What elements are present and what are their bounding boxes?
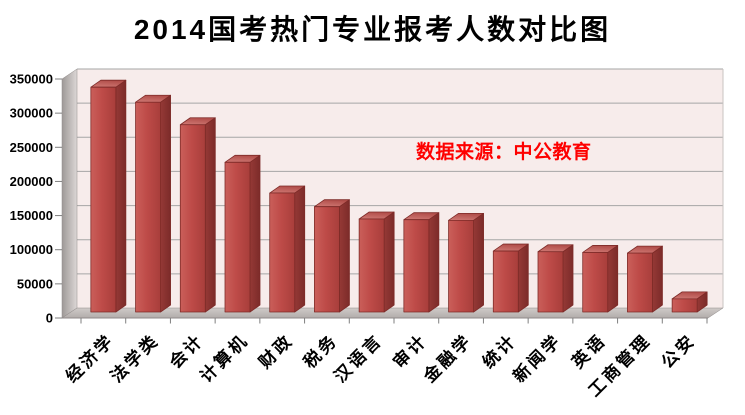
y-tick-label: 250000 (10, 140, 53, 155)
bar-side-face (249, 154, 261, 313)
bar-side-face (473, 212, 484, 313)
y-tick-label: 150000 (10, 208, 53, 223)
bar-front-face (403, 219, 430, 313)
bar-side-face (294, 185, 306, 313)
y-tick-label: 300000 (10, 106, 53, 121)
bar-side-face (517, 243, 529, 313)
x-axis-label: 计算机 (196, 330, 253, 387)
x-axis-label: 财政 (254, 330, 297, 373)
bar-side-face (115, 79, 127, 313)
bar-front-face (671, 298, 698, 313)
bar-side-face (428, 212, 440, 313)
bar-front-face (582, 252, 609, 313)
bar-front-face (179, 124, 206, 313)
x-axis-label: 经济学 (62, 330, 119, 387)
bar-side-face (383, 211, 395, 313)
back-wall (77, 69, 723, 308)
bar-front-face (448, 219, 474, 313)
bar-front-face (314, 206, 340, 313)
y-tick-label: 200000 (10, 174, 53, 189)
bar-side-face (339, 199, 350, 313)
x-axis-label: 汉语言 (330, 330, 387, 387)
x-axis-label: 公安 (657, 330, 699, 372)
y-tick-label: 0 (46, 311, 53, 326)
bar-side-face (160, 94, 171, 313)
x-axis-label: 统计 (478, 330, 520, 372)
x-axis-label: 金融学 (419, 330, 476, 387)
y-tick-label: 350000 (10, 72, 53, 87)
side-wall (61, 68, 78, 319)
chart-title: 2014国考热门专业报考人数对比图 (133, 14, 612, 45)
bar-front-face (492, 250, 519, 313)
bar-side-face (607, 245, 619, 313)
data-source-annotation: 数据来源：中公教育 (416, 142, 592, 163)
y-tick-label: 50000 (17, 276, 53, 291)
bar-front-face (90, 86, 117, 313)
bar-front-face (224, 161, 251, 313)
bar-front-face (269, 192, 296, 313)
bar-front-face (537, 251, 564, 313)
bar-front-face (358, 218, 385, 313)
x-axis-label: 审计 (389, 330, 431, 372)
x-axis-label: 法学类 (106, 330, 163, 387)
x-axis-label: 税务 (299, 330, 341, 372)
bar-front-face (627, 252, 653, 313)
x-axis-label: 英语 (568, 330, 610, 372)
bar-side-face (652, 245, 663, 313)
x-axis-label: 会计 (165, 330, 207, 372)
bar-front-face (135, 101, 161, 313)
x-axis-label: 新闻学 (509, 330, 566, 387)
bar-side-face (204, 117, 216, 313)
bar-side-face (562, 244, 574, 313)
y-tick-label: 100000 (10, 242, 53, 257)
